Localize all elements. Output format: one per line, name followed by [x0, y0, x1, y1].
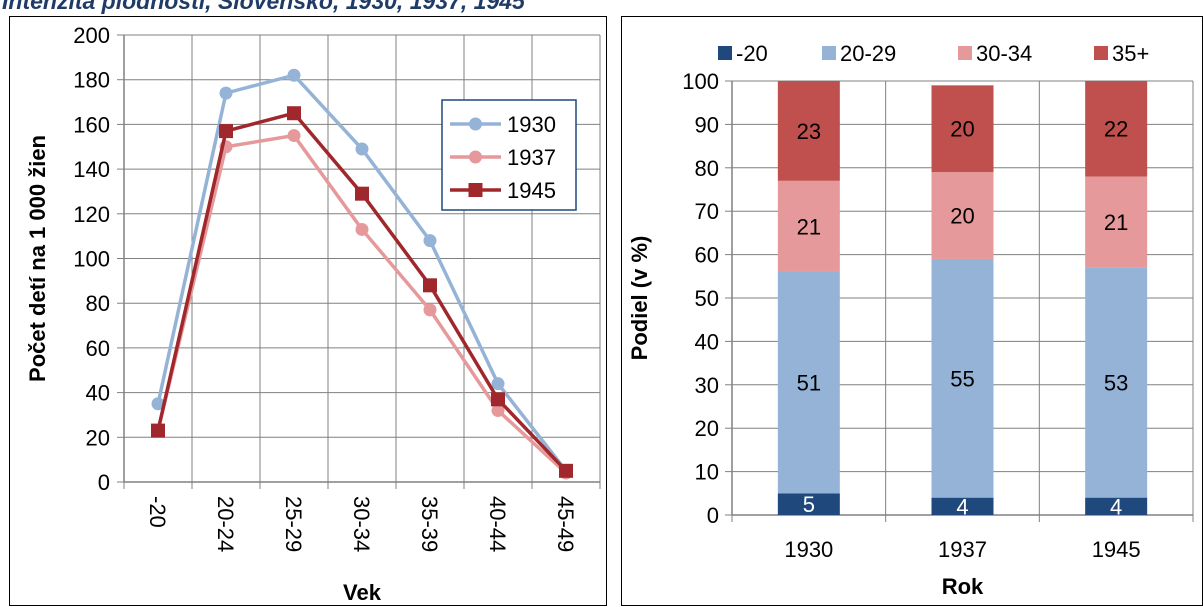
y-tick-label: 180	[73, 68, 110, 93]
data-point-1930	[151, 397, 165, 411]
y-tick-label: 80	[86, 291, 110, 316]
y-axis-title: Podiel (v %)	[627, 236, 652, 361]
legend-label-30-34: 30-34	[976, 41, 1032, 66]
y-tick-label: 90	[695, 112, 719, 137]
data-point-1937	[355, 222, 369, 236]
x-tick-label: 25-29	[281, 496, 306, 552]
y-tick-label: 140	[73, 157, 110, 182]
y-tick-label: 10	[695, 460, 719, 485]
bar-segment-20-29	[1085, 267, 1148, 498]
legend-label-20-29: 20-29	[840, 41, 896, 66]
data-point-1937	[287, 129, 301, 143]
x-tick-label: 30-34	[349, 496, 374, 552]
line-chart: 0 20 40 60 80 100 120 140 160 180 200 -20 20-24 25-29…	[25, 23, 601, 605]
y-tick-label: 40	[695, 329, 719, 354]
data-point-1945	[151, 423, 165, 438]
y-tick-label: 80	[695, 156, 719, 181]
data-point-1930	[423, 234, 437, 248]
data-point-1930	[355, 142, 369, 156]
bar-segment--20	[931, 497, 994, 515]
data-label: 51	[797, 371, 821, 396]
stacked-bar-chart-panel: 0 10 20 30 40 50 60 70 80 90 100 5 51 21 23 1930 4 55 20 20…	[621, 16, 1203, 606]
bar-segment--20	[777, 493, 840, 515]
y-tick-label: 50	[695, 286, 719, 311]
bar-segment-20-29	[931, 258, 994, 498]
legend-marker-1930	[469, 117, 482, 131]
data-point-1930	[287, 68, 301, 82]
legend-swatch-20-29	[822, 46, 836, 60]
data-point-1937	[423, 303, 437, 317]
data-label: 22	[1104, 117, 1128, 142]
y-tick-label: 20	[86, 425, 110, 450]
x-tick-label: 1945	[1092, 537, 1141, 562]
x-axis-title: Rok	[942, 574, 984, 599]
x-tick-label: 1937	[938, 537, 987, 562]
data-point-1945	[287, 106, 301, 121]
data-label: 53	[1104, 371, 1128, 396]
bar-segment--20	[1085, 497, 1148, 515]
data-label: 4	[1110, 494, 1122, 519]
bar-segment-30-34	[1085, 176, 1148, 268]
data-point-1945	[559, 463, 573, 478]
bar-segment-35+	[777, 81, 840, 181]
y-tick-label: 0	[98, 470, 110, 495]
y-tick-label: 160	[73, 112, 110, 137]
bar-segment-30-34	[777, 180, 840, 272]
bar-segment-30-34	[931, 172, 994, 259]
data-label: 5	[803, 492, 815, 517]
y-tick-label: 60	[86, 336, 110, 361]
bar-segment-20-29	[777, 271, 840, 494]
data-point-1930	[491, 377, 505, 391]
x-axis-title: Vek	[343, 580, 382, 605]
legend-swatch-35+	[1094, 46, 1108, 60]
bar-segment-35+	[1085, 81, 1148, 177]
x-tick-label: 1930	[784, 537, 833, 562]
data-label: 23	[797, 119, 821, 144]
legend-label-1937: 1937	[507, 145, 556, 170]
legend-label-1945: 1945	[507, 178, 556, 203]
data-point-1945	[423, 278, 437, 293]
x-tick-label: 20-24	[213, 496, 238, 552]
data-label: 21	[1104, 210, 1128, 235]
y-tick-label: 40	[86, 381, 110, 406]
y-tick-label: 120	[73, 202, 110, 227]
data-label: 21	[797, 214, 821, 239]
y-tick-label: 30	[695, 373, 719, 398]
data-label: 4	[956, 494, 968, 519]
chart-title: Intenzita plodnosti, Slovensko, 1930, 19…	[2, 0, 525, 14]
legend-label-1930: 1930	[507, 112, 556, 137]
data-point-1945	[219, 124, 233, 139]
stacked-bar-chart: 0 10 20 30 40 50 60 70 80 90 100 5 51 21 23 1930 4 55 20 20…	[627, 41, 1194, 599]
legend-marker-1937	[469, 150, 482, 164]
y-tick-label: 200	[73, 23, 110, 48]
bar-segment-35+	[931, 85, 994, 173]
data-point-1945	[355, 186, 369, 201]
y-axis-title: Počet detí na 1 000 žien	[25, 135, 50, 382]
legend-label-35+: 35+	[1112, 41, 1149, 66]
y-tick-label: 0	[707, 503, 719, 528]
legend-marker-1945	[468, 183, 483, 197]
data-label: 20	[950, 117, 974, 142]
data-point-1930	[219, 86, 233, 100]
y-tick-label: 100	[682, 69, 719, 94]
y-tick-label: 60	[695, 243, 719, 268]
legend-swatch-30-34	[958, 46, 972, 60]
x-tick-label: 35-39	[417, 496, 442, 552]
x-tick-label: 45-49	[553, 496, 578, 552]
legend: 1930 1937 1945	[441, 99, 577, 211]
legend: -20 20-29 30-34 35+	[718, 41, 1149, 66]
y-tick-label: 70	[695, 199, 719, 224]
legend-swatch--20	[718, 46, 732, 60]
x-tick-label: -20	[145, 496, 170, 528]
data-point-1945	[491, 392, 505, 407]
y-tick-label: 100	[73, 247, 110, 272]
data-label: 20	[950, 204, 974, 229]
x-tick-label: 40-44	[485, 496, 510, 552]
data-point-1937	[491, 403, 505, 417]
data-label: 55	[950, 366, 974, 391]
legend-label--20: -20	[736, 41, 768, 66]
line-chart-panel: 0 20 40 60 80 100 120 140 160 180 200 -20 20-24 25-29…	[9, 16, 607, 606]
y-tick-label: 20	[695, 416, 719, 441]
